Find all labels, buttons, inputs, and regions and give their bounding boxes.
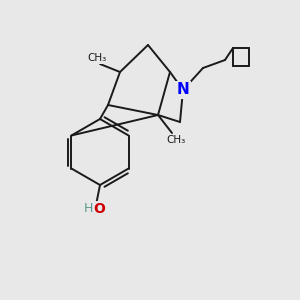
Text: CH₃: CH₃ [167,135,186,145]
Text: N: N [177,82,189,98]
Text: O: O [93,202,105,216]
Text: CH₃: CH₃ [87,53,106,63]
Text: H: H [83,202,93,214]
